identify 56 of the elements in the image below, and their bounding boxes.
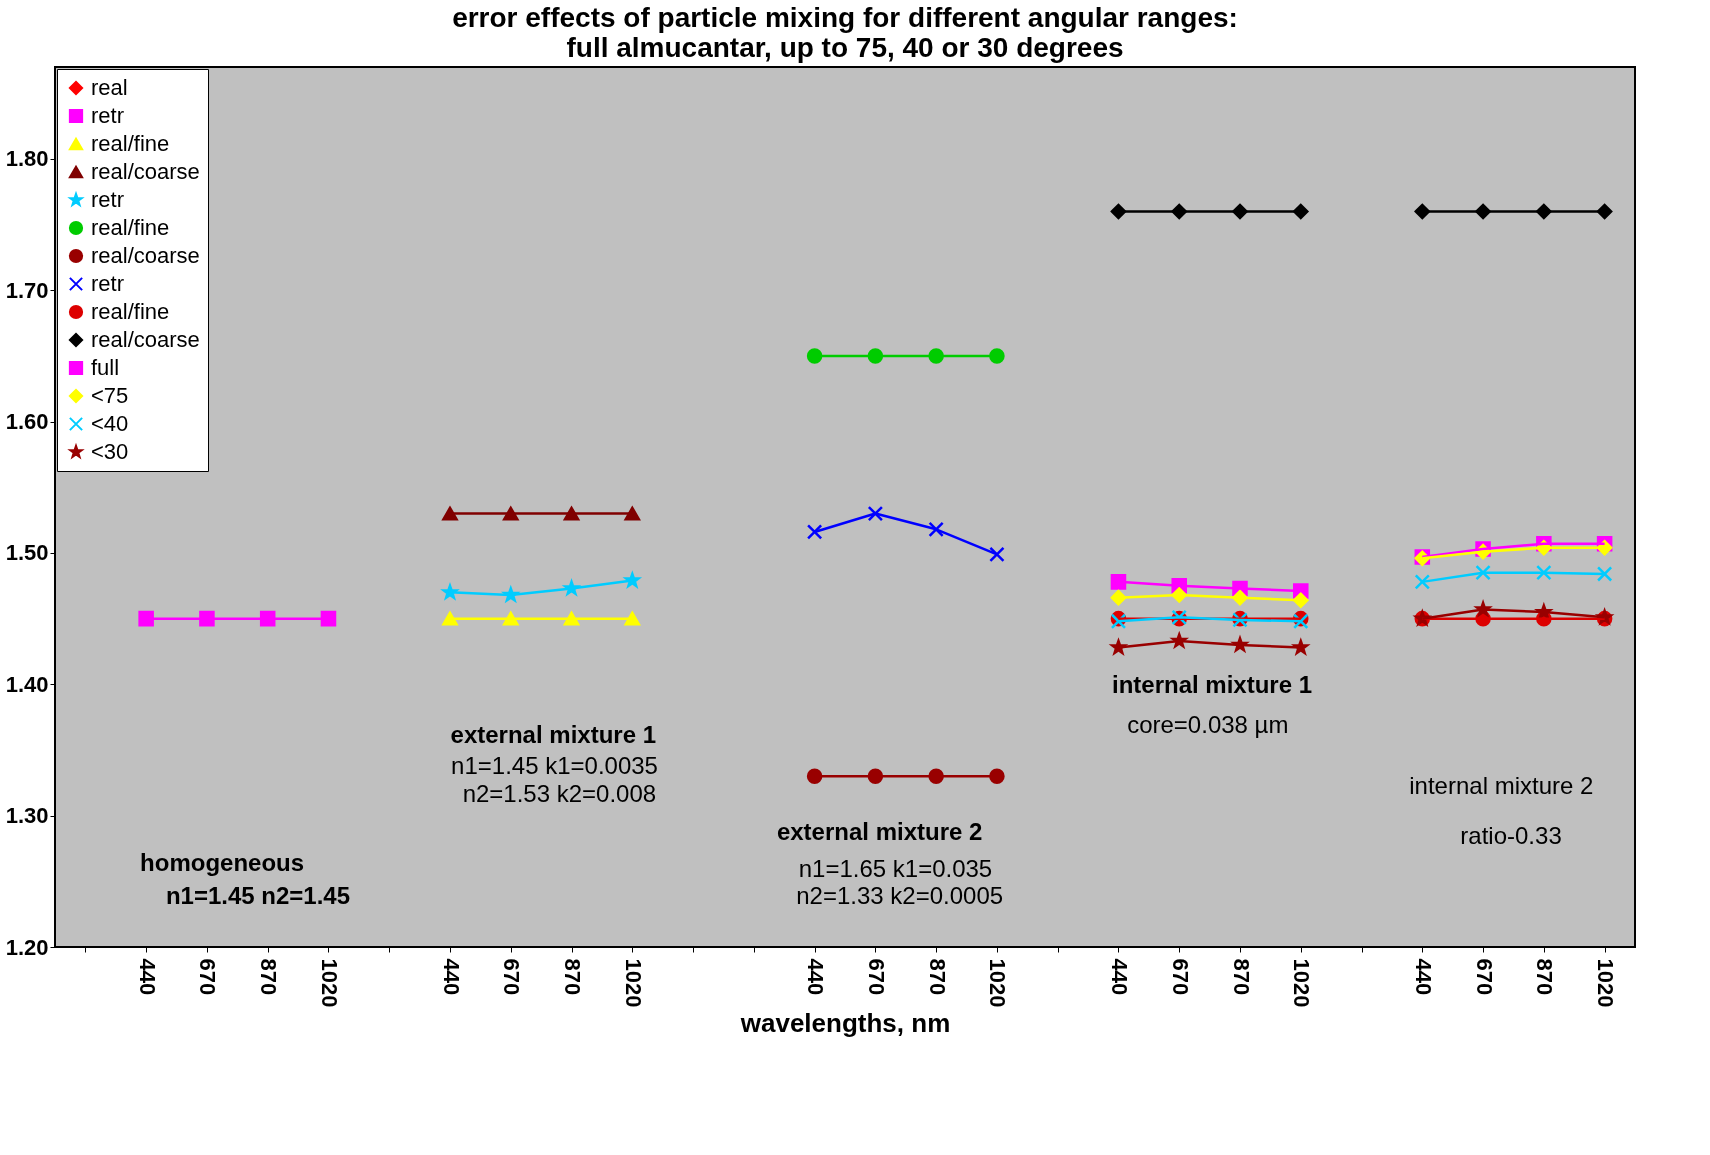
x-tick-label: 1020 xyxy=(316,958,342,1008)
x-tick-label: 670 xyxy=(863,958,889,996)
x-tick-label: 440 xyxy=(1410,958,1436,996)
legend-label: real/fine xyxy=(91,131,170,156)
legend-label: real xyxy=(91,75,128,100)
x-tick-label: 440 xyxy=(1106,958,1132,996)
x-tick-label: 870 xyxy=(1228,958,1254,996)
legend-label: real/coarse xyxy=(91,243,200,268)
annotation: n1=1.45 n2=1.45 xyxy=(165,882,351,910)
annotation: homogeneous xyxy=(140,849,305,877)
x-tick-label: 870 xyxy=(560,958,586,996)
x-tick-label: 870 xyxy=(256,958,282,996)
legend-label: real/coarse xyxy=(91,159,200,184)
y-tick-label: 1.50 xyxy=(5,540,49,566)
annotation: core=0.038 µm xyxy=(1127,711,1289,739)
annotation: n1=1.65 k1=0.035 xyxy=(798,854,993,882)
legend-label: real/fine xyxy=(91,299,170,324)
x-axis-title: wavelengths, nm xyxy=(739,1008,951,1039)
annotation: internal mixture 1 xyxy=(1112,670,1313,698)
legend-label: real/fine xyxy=(91,215,170,240)
x-tick-label: 670 xyxy=(1471,958,1497,996)
legend-label: <75 xyxy=(91,383,129,408)
x-tick-label: 870 xyxy=(924,958,950,996)
legend-label: retr xyxy=(91,187,124,212)
y-tick-label: 1.70 xyxy=(5,277,49,303)
legend-label: full xyxy=(91,355,120,380)
x-tick-label: 870 xyxy=(1532,958,1558,996)
x-tick-label: 440 xyxy=(438,958,464,996)
y-tick-label: 1.80 xyxy=(5,146,49,172)
y-tick-label: 1.60 xyxy=(5,409,49,435)
x-tick-label: 1020 xyxy=(1289,958,1315,1008)
annotation: external mixture 1 xyxy=(450,720,657,748)
annotation: ratio-0.33 xyxy=(1460,821,1562,849)
annotation: n2=1.33 k2=0.0005 xyxy=(796,882,1004,910)
text: error effects of particle mixing for different angular ranges: xyxy=(452,2,1238,33)
y-tick-label: 1.40 xyxy=(5,671,49,697)
annotation: internal mixture 2 xyxy=(1409,771,1594,799)
legend-label: <40 xyxy=(91,411,129,436)
legend-label: retr xyxy=(91,103,124,128)
y-tick-label: 1.20 xyxy=(5,934,49,960)
y-tick-label: 1.30 xyxy=(5,803,49,829)
legend-label: real/coarse xyxy=(91,327,200,352)
x-tick-label: 1020 xyxy=(620,958,646,1008)
legend-label: <30 xyxy=(91,439,129,464)
x-tick-label: 670 xyxy=(195,958,221,996)
x-tick-label: 670 xyxy=(499,958,525,996)
annotation: n1=1.45 k1=0.0035 xyxy=(451,752,658,780)
x-tick-label: 1020 xyxy=(985,958,1011,1008)
x-tick-label: 440 xyxy=(803,958,829,996)
x-tick-label: 670 xyxy=(1167,958,1193,996)
legend-label: retr xyxy=(91,271,124,296)
x-tick-label: 440 xyxy=(134,958,160,996)
annotation: external mixture 2 xyxy=(776,817,983,845)
x-tick-label: 1020 xyxy=(1593,958,1619,1008)
text: full almucantar, up to 75, 40 or 30 degrees xyxy=(566,32,1124,63)
annotation: n2=1.53 k2=0.008 xyxy=(462,779,657,807)
